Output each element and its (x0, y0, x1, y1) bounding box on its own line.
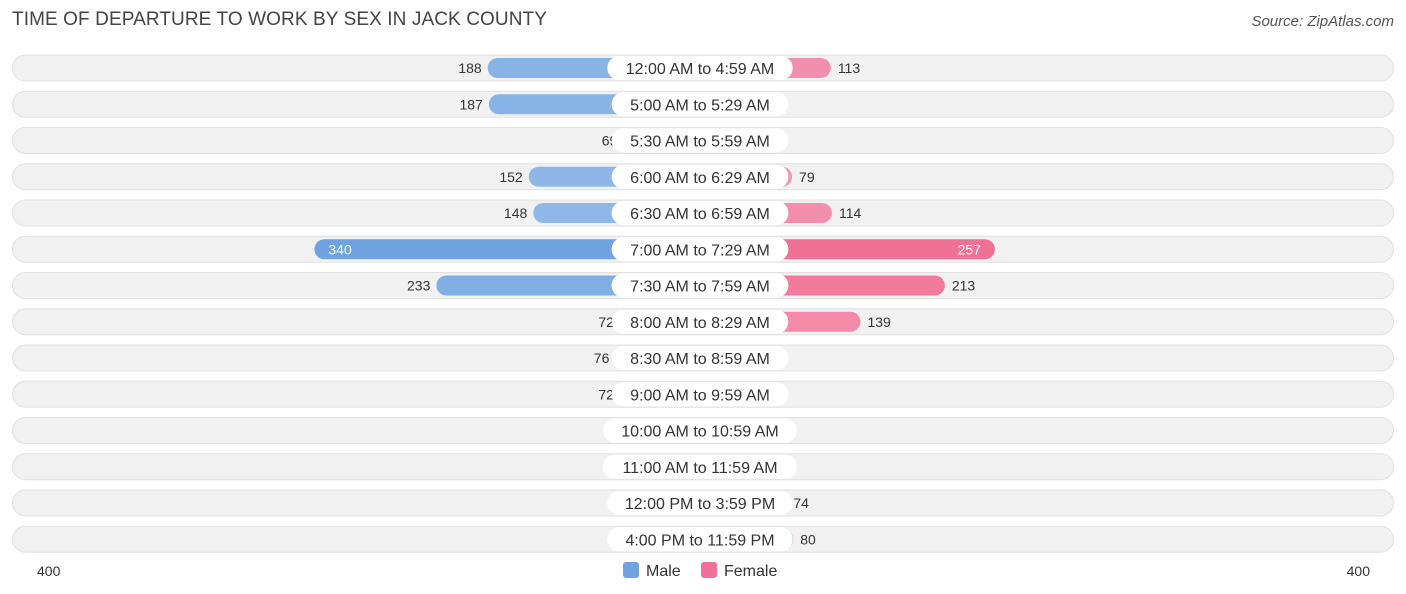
row-8: 76188:30 AM to 8:59 AM (12, 344, 1394, 372)
category-label: 5:00 AM to 5:29 AM (630, 97, 770, 114)
value-label-male: 72 (598, 386, 614, 402)
legend-label-male: Male (646, 563, 681, 580)
row-3: 152 79 6:00 AM to 6:29 AM (12, 163, 1394, 191)
value-label-female: 113 (838, 60, 861, 76)
row-13: 28804:00 PM to 11:59 PM (12, 525, 1394, 553)
category-label: 8:00 AM to 8:29 AM (630, 315, 770, 332)
value-label-female: 79 (799, 169, 815, 185)
value-label-male: 233 (407, 278, 431, 294)
category-label: 12:00 AM to 4:59 AM (626, 61, 775, 78)
category-label-box (611, 273, 789, 298)
category-label-box (607, 56, 793, 80)
value-label-female: 213 (952, 278, 976, 294)
legend: Male Female (623, 562, 777, 580)
value-label-male: 187 (459, 96, 483, 112)
category-label-box (611, 164, 789, 189)
row-10: 304010:00 AM to 10:59 AM (12, 417, 1394, 444)
value-label-female: 74 (793, 495, 809, 511)
category-label: 6:00 AM to 6:29 AM (630, 170, 770, 187)
category-label-box (611, 382, 789, 407)
legend-label-female: Female (724, 563, 777, 580)
value-label-female: 139 (867, 314, 891, 330)
category-label: 8:30 AM to 8:59 AM (630, 351, 770, 368)
bar-male (314, 239, 702, 260)
category-label-box (611, 309, 789, 334)
category-label-box (611, 92, 789, 117)
category-label-box (611, 128, 789, 153)
value-label-male: 76 (594, 350, 610, 366)
category-label-box (603, 454, 797, 479)
category-label: 5:30 AM to 5:59 AM (630, 134, 770, 151)
category-label-box (603, 418, 797, 443)
row-5: 340 257 7:00 AM to 7:29 AM (12, 235, 1394, 263)
category-label-box (607, 527, 793, 552)
axis-label-left: 400 (37, 563, 61, 579)
category-label-box (611, 201, 789, 225)
source-note: Source: ZipAtlas.com (1251, 13, 1394, 30)
category-label-box (607, 491, 793, 515)
row-11: 291411:00 AM to 11:59 AM (12, 453, 1394, 481)
value-label-male: 72 (598, 314, 614, 330)
value-label-female: 257 (958, 241, 982, 257)
row-4: 148 114 6:30 AM to 6:59 AM (12, 199, 1394, 227)
row-7: 72 139 8:00 AM to 8:29 AM (12, 308, 1394, 336)
category-label: 6:30 AM to 6:59 AM (630, 206, 770, 223)
value-label-male: 152 (499, 169, 523, 185)
row-1: 187185:00 AM to 5:29 AM (12, 90, 1394, 118)
axis-label-right: 400 (1347, 563, 1371, 579)
value-label-female: 80 (800, 531, 816, 547)
category-label: 7:00 AM to 7:29 AM (630, 242, 770, 259)
value-label-male: 340 (328, 241, 352, 257)
value-label-male: 148 (504, 205, 528, 221)
row-9: 72439:00 AM to 9:59 AM (12, 380, 1394, 408)
row-12: 167412:00 PM to 3:59 PM (12, 489, 1394, 517)
category-label-box (611, 346, 789, 370)
category-label: 4:00 PM to 11:59 PM (625, 532, 774, 549)
legend-swatch-female (701, 562, 717, 578)
row-0: 188 113 12:00 AM to 4:59 AM (12, 54, 1394, 82)
row-2: 69265:30 AM to 5:59 AM (12, 127, 1394, 154)
category-label: 12:00 PM to 3:59 PM (625, 496, 775, 513)
category-label: 10:00 AM to 10:59 AM (621, 424, 778, 441)
category-label: 7:30 AM to 7:59 AM (630, 279, 770, 296)
legend-swatch-male (623, 562, 639, 578)
value-label-female: 114 (839, 205, 862, 221)
value-label-male: 188 (458, 60, 482, 76)
category-label: 11:00 AM to 11:59 AM (622, 460, 777, 477)
chart-title: TIME OF DEPARTURE TO WORK BY SEX IN JACK… (12, 9, 548, 30)
category-label-box (611, 237, 789, 262)
row-6: 233 213 7:30 AM to 7:59 AM (12, 272, 1394, 299)
category-label: 9:00 AM to 9:59 AM (630, 387, 770, 404)
